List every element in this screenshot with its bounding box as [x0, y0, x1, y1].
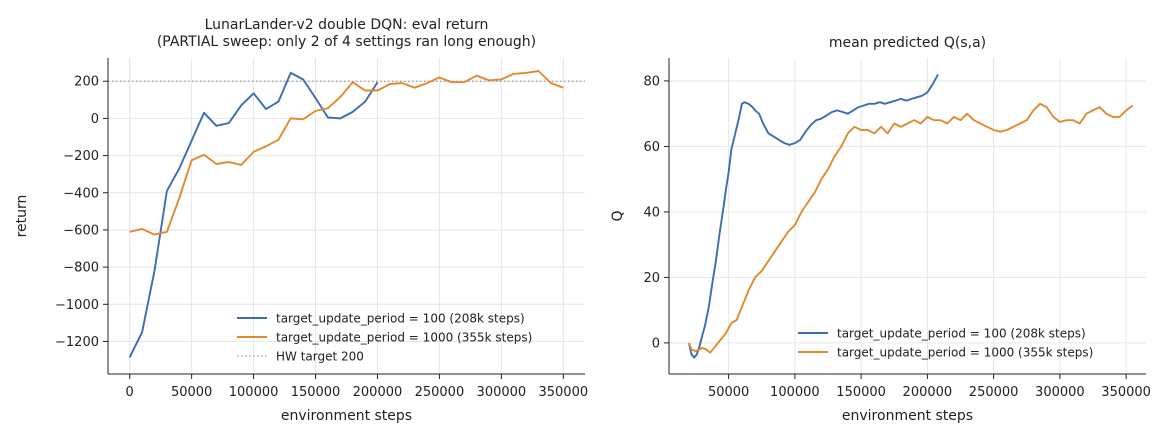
- y-tick-label: 40: [643, 205, 660, 220]
- legend-label: target_update_period = 100 (208k steps): [837, 327, 1086, 341]
- x-axis-label: environment steps: [842, 408, 973, 424]
- x-tick-label: 350000: [538, 385, 588, 400]
- legend-label: target_update_period = 100 (208k steps): [276, 312, 525, 326]
- x-tick-label: 100000: [229, 385, 279, 400]
- y-tick-label: 0: [652, 336, 660, 351]
- x-tick-label: 150000: [836, 385, 886, 400]
- chart-title: LunarLander-v2 double DQN: eval return: [205, 17, 489, 33]
- x-axis-label: environment steps: [281, 408, 412, 424]
- y-tick-label: −800: [63, 261, 99, 276]
- x-tick-label: 250000: [415, 385, 465, 400]
- y-tick-label: 60: [643, 140, 660, 155]
- y-tick-label: −400: [63, 186, 99, 201]
- legend: target_update_period = 100 (208k steps) t…: [237, 312, 532, 364]
- x-tick-label: 200000: [353, 385, 403, 400]
- chart-title: mean predicted Q(s,a): [829, 35, 986, 51]
- legend-label: target_update_period = 1000 (355k steps): [276, 331, 532, 345]
- y-tick-label: −1000: [55, 298, 99, 313]
- legend-label: HW target 200: [276, 350, 364, 364]
- x-tick-label: 150000: [291, 385, 341, 400]
- x-tick-label: 50000: [708, 385, 749, 400]
- y-tick-label: 0: [91, 112, 99, 127]
- series-line-1: [687, 73, 939, 359]
- chart-title: (PARTIAL sweep: only 2 of 4 settings ran…: [157, 34, 536, 50]
- y-tick-label: 80: [643, 74, 660, 89]
- x-tick-label: 350000: [1101, 385, 1151, 400]
- x-tick-label: 300000: [1035, 385, 1085, 400]
- x-tick-label: 200000: [903, 385, 953, 400]
- series-line-2: [688, 102, 1134, 354]
- x-tick-label: 50000: [171, 385, 212, 400]
- y-tick-label: 20: [643, 271, 660, 286]
- legend-label: target_update_period = 1000 (355k steps): [837, 346, 1093, 360]
- y-tick-label: −600: [63, 223, 99, 238]
- series-line-1: [128, 71, 379, 358]
- x-tick-label: 100000: [770, 385, 820, 400]
- y-tick-label: −1200: [55, 335, 99, 350]
- x-tick-label: 250000: [969, 385, 1019, 400]
- legend: target_update_period = 100 (208k steps) t…: [798, 327, 1093, 360]
- y-axis-label: Q: [610, 210, 626, 221]
- x-tick-label: 300000: [477, 385, 527, 400]
- series-line-2: [129, 70, 564, 236]
- y-tick-label: 200: [74, 75, 99, 90]
- chart-panel-1: 0 50000 100000 150000 200000 250000 300000 3500…: [14, 17, 588, 424]
- y-tick-label: −200: [63, 149, 99, 164]
- chart-panel-2: 50000 100000 150000 200000 250000 300000 35000…: [610, 35, 1151, 424]
- y-axis-label: return: [14, 195, 30, 238]
- x-tick-label: 0: [126, 385, 134, 400]
